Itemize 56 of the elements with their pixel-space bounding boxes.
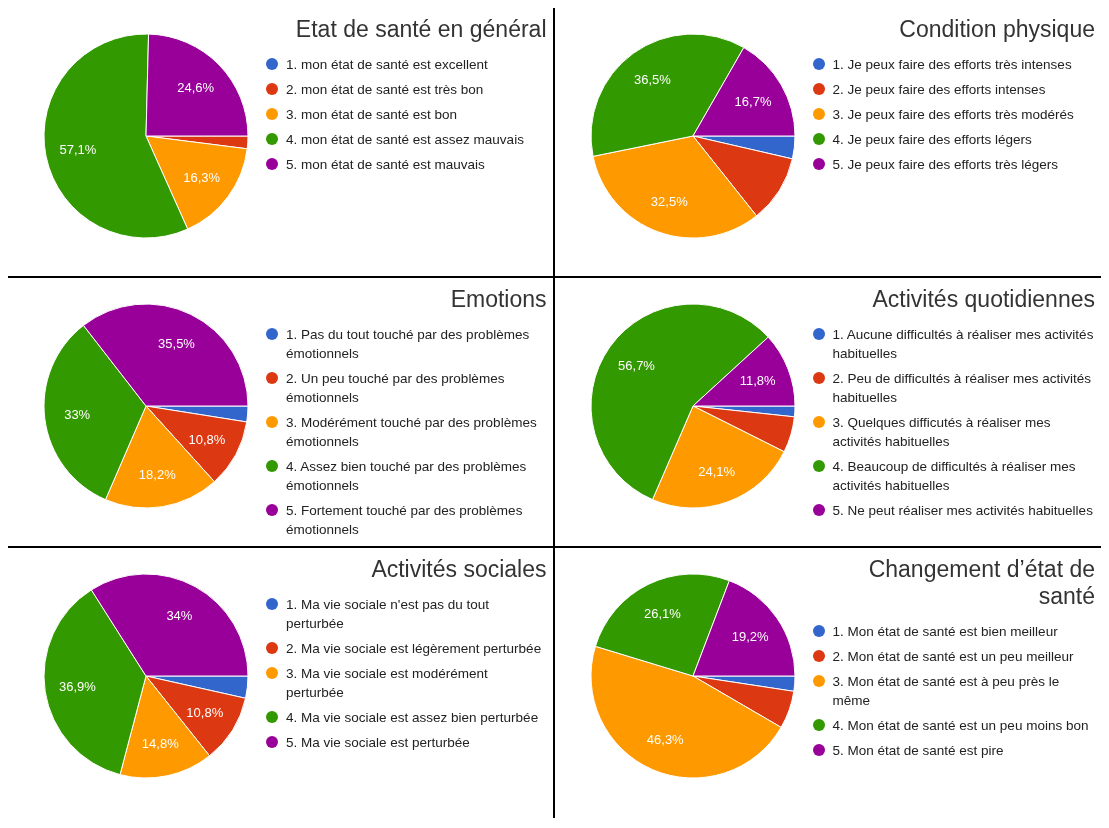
data-label: 14,8% bbox=[141, 736, 180, 752]
data-label: 24,6% bbox=[177, 80, 215, 96]
legend-label: 3. Ma vie sociale est modérément perturbée bbox=[286, 665, 489, 702]
chart-title: Activités sociales bbox=[370, 556, 547, 583]
legend-label: 4. Ma vie sociale est assez bien perturbée bbox=[286, 709, 539, 727]
data-label: 36,5% bbox=[633, 72, 671, 88]
data-label: 24,1% bbox=[697, 463, 736, 479]
data-label: 34% bbox=[166, 607, 193, 623]
legend-label: 5. Ma vie sociale est perturbée bbox=[286, 734, 470, 752]
legend-label: 3. Je peux faire des efforts très modérés bbox=[832, 106, 1074, 124]
data-label: 10,8% bbox=[188, 431, 226, 447]
legend-label: 2. Mon état de santé est un peu meilleur bbox=[832, 648, 1074, 666]
legend-label: 5. mon état de santé est mauvais bbox=[286, 156, 485, 174]
chart-title: Activités quotidiennes bbox=[871, 286, 1095, 313]
legend-label: 4. Mon état de santé est un peu moins bon bbox=[832, 717, 1089, 735]
legend-label: 1. Ma vie sociale n'est pas du tout perturbée bbox=[286, 596, 490, 633]
chart-title: Changement d’état de santé bbox=[867, 556, 1095, 610]
legend-label: 3. Quelques difficutés à réaliser mes activités habituelles bbox=[832, 414, 1052, 451]
legend-label: 2. Je peux faire des efforts intenses bbox=[832, 81, 1046, 99]
data-label: 36,9% bbox=[59, 679, 97, 695]
data-label: 26,1% bbox=[643, 606, 681, 622]
data-label: 57,1% bbox=[59, 142, 97, 158]
legend-label: 5. Fortement touché par des problèmes émotionnels bbox=[286, 502, 524, 539]
chart-title: Condition physique bbox=[898, 16, 1095, 43]
data-label: 35,5% bbox=[158, 336, 196, 352]
legend-label: 1. Mon état de santé est bien meilleur bbox=[832, 623, 1058, 641]
legend-label: 5. Mon état de santé est pire bbox=[832, 742, 1004, 760]
data-label: 11,8% bbox=[739, 373, 776, 389]
data-label: 18,2% bbox=[138, 466, 177, 482]
legend-label: 3. mon état de santé est bon bbox=[286, 106, 458, 124]
legend-label: 1. Pas du tout touché par des problèmes émotionnels bbox=[286, 326, 531, 363]
legend-label: 5. Ne peut réaliser mes activités habituelles bbox=[832, 502, 1093, 520]
legend-label: 4. Assez bien touché par des problèmes émotionnels bbox=[286, 458, 528, 495]
data-label: 32,5% bbox=[650, 193, 688, 209]
data-label: 16,7% bbox=[734, 93, 772, 109]
data-label: 46,3% bbox=[646, 732, 684, 748]
data-label: 56,7% bbox=[617, 358, 655, 374]
legend-label: 2. Ma vie sociale est légèrement perturbée bbox=[286, 640, 542, 658]
legend-label: 1. Je peux faire des efforts très intenses bbox=[832, 56, 1072, 74]
legend-label: 5. Je peux faire des efforts très légers bbox=[832, 156, 1059, 174]
legend-label: 2. mon état de santé est très bon bbox=[286, 81, 484, 99]
data-label: 33% bbox=[64, 407, 91, 423]
chart-title: Etat de santé en général bbox=[294, 16, 547, 43]
legend-label: 1. Aucune difficultés à réaliser mes activités habituelles bbox=[832, 326, 1095, 363]
legend-label: 4. mon état de santé est assez mauvais bbox=[286, 131, 524, 149]
legend-label: 2. Peu de difficultés à réaliser mes activités habituelles bbox=[832, 370, 1093, 407]
legend-label: 2. Un peu touché par des problèmes émotionnels bbox=[286, 370, 506, 407]
legend-label: 3. Modérément touché par des problèmes émotionnels bbox=[286, 414, 538, 451]
data-label: 16,3% bbox=[183, 169, 221, 185]
legend-label: 4. Je peux faire des efforts légers bbox=[832, 131, 1032, 149]
legend-label: 1. mon état de santé est excellent bbox=[286, 56, 488, 74]
legend-label: 3. Mon état de santé est à peu près le même bbox=[832, 673, 1061, 710]
data-label: 10,8% bbox=[186, 705, 224, 721]
legend-label: 4. Beaucoup de difficultés à réaliser mes activités habituelles bbox=[832, 458, 1077, 495]
chart-title: Emotions bbox=[449, 286, 547, 313]
data-label: 19,2% bbox=[731, 629, 769, 645]
